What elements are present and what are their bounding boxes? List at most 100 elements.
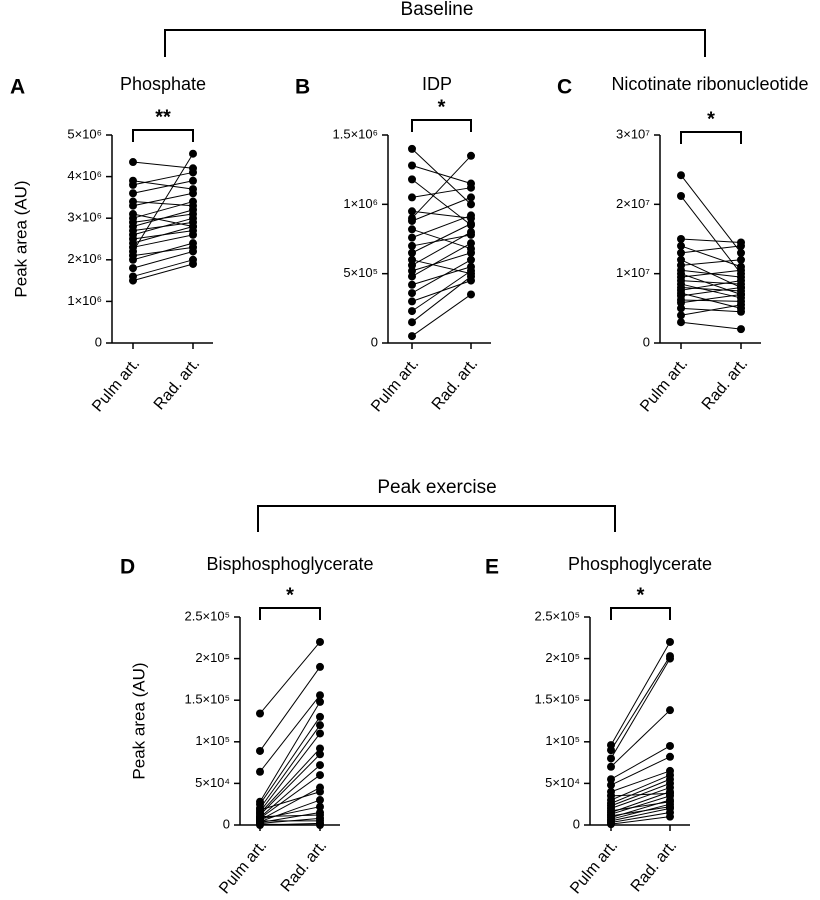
data-point xyxy=(607,775,615,784)
y-tick-label: 5×10⁵ xyxy=(343,265,378,280)
pair-line xyxy=(259,799,321,823)
pair-line xyxy=(610,801,671,812)
data-point xyxy=(408,161,416,170)
data-point xyxy=(737,304,745,313)
pair-line xyxy=(411,242,472,277)
data-point xyxy=(737,325,745,334)
data-point xyxy=(677,261,685,270)
data-point xyxy=(666,706,674,715)
data-point xyxy=(737,269,745,278)
pair-line xyxy=(680,259,742,288)
data-point xyxy=(189,149,197,158)
pair-line xyxy=(132,171,194,186)
y-tick-label: 0 xyxy=(223,816,230,831)
significance-bracket xyxy=(411,119,472,132)
panel-title: IDP xyxy=(422,74,452,94)
data-point xyxy=(737,255,745,264)
pair-line xyxy=(680,245,742,254)
pair-line xyxy=(132,201,194,219)
data-point xyxy=(408,289,416,298)
pair-line xyxy=(132,234,194,248)
data-point xyxy=(189,222,197,231)
pair-line xyxy=(610,778,671,804)
pair-line xyxy=(259,806,321,820)
pair-line xyxy=(680,238,742,243)
y-tick-label: 0 xyxy=(643,334,650,349)
data-point xyxy=(666,789,674,798)
pair-line xyxy=(411,165,472,185)
significance-label: * xyxy=(438,96,446,118)
y-tick-label: 0 xyxy=(95,334,102,349)
pair-line xyxy=(259,641,321,714)
data-point xyxy=(666,741,674,750)
data-point xyxy=(408,241,416,250)
data-point xyxy=(408,255,416,264)
data-point xyxy=(408,233,416,242)
data-point xyxy=(316,744,324,753)
pair-line xyxy=(680,280,742,285)
data-point xyxy=(408,207,416,216)
y-axis-label: Peak area (AU) xyxy=(129,662,148,779)
data-point xyxy=(129,264,137,273)
pair-line xyxy=(680,245,742,268)
data-point xyxy=(737,248,745,257)
significance-label: * xyxy=(707,108,715,130)
data-point xyxy=(189,164,197,173)
y-tick-label: 1×10⁶ xyxy=(67,293,102,308)
pair-line xyxy=(132,246,194,257)
pair-line xyxy=(411,178,472,226)
data-point xyxy=(129,247,137,256)
data-point xyxy=(467,290,475,299)
pair-line xyxy=(610,756,671,786)
x-tick-label: Pulm art. xyxy=(567,837,621,897)
data-point xyxy=(677,255,685,264)
pair-line xyxy=(132,213,194,223)
significance-label: * xyxy=(286,584,294,606)
data-point xyxy=(607,787,615,796)
pair-line xyxy=(132,230,194,240)
pair-line xyxy=(259,701,321,802)
pair-line xyxy=(259,733,321,812)
data-point xyxy=(677,241,685,250)
y-tick-label: 0 xyxy=(371,334,378,349)
pair-line xyxy=(411,259,472,275)
data-point xyxy=(666,766,674,775)
data-point xyxy=(467,214,475,223)
data-point xyxy=(256,709,264,718)
y-tick-label: 1.5×10⁵ xyxy=(534,692,580,707)
x-tick-label: Rad. art. xyxy=(278,837,330,895)
pair-line xyxy=(132,153,194,252)
data-point xyxy=(316,816,324,825)
panel-title: Phosphate xyxy=(120,74,206,94)
y-tick-label: 1×10⁶ xyxy=(343,196,378,211)
data-point xyxy=(607,762,615,771)
data-point xyxy=(129,158,137,167)
data-point xyxy=(677,311,685,320)
y-tick-label: 5×10⁶ xyxy=(67,126,102,141)
data-point xyxy=(677,171,685,180)
pair-line xyxy=(411,155,472,219)
y-tick-label: 0 xyxy=(573,816,580,831)
pair-line xyxy=(259,787,321,821)
data-point xyxy=(129,176,137,185)
data-point xyxy=(408,266,416,275)
y-tick-label: 3×10⁶ xyxy=(67,210,102,225)
pair-line xyxy=(610,807,671,822)
pair-line xyxy=(411,223,472,254)
data-point xyxy=(677,318,685,327)
significance-bracket xyxy=(259,607,321,620)
x-tick-label: Pulm art. xyxy=(89,355,143,415)
data-point xyxy=(467,200,475,209)
pair-line xyxy=(132,263,194,282)
data-point xyxy=(316,787,324,796)
data-point xyxy=(677,192,685,201)
y-tick-label: 5×10⁴ xyxy=(545,775,580,790)
data-point xyxy=(408,214,416,223)
data-point xyxy=(408,175,416,184)
pair-line xyxy=(610,658,671,759)
data-point xyxy=(256,746,264,755)
y-tick-label: 1.5×10⁵ xyxy=(184,692,230,707)
data-point xyxy=(467,179,475,188)
pair-line xyxy=(411,228,472,250)
